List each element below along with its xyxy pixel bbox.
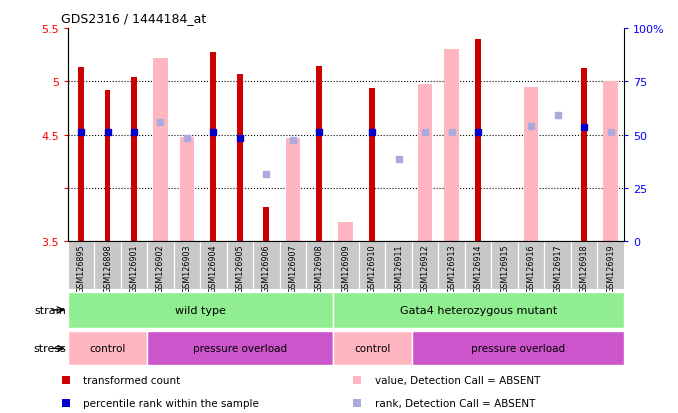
Text: strain: strain	[35, 305, 66, 315]
Text: GSM126919: GSM126919	[606, 244, 615, 292]
Bar	[237, 75, 243, 242]
Bar	[68, 242, 94, 289]
Bar	[338, 223, 353, 242]
Bar	[492, 242, 518, 289]
Bar	[444, 50, 459, 242]
Bar	[147, 242, 174, 289]
Bar	[200, 242, 226, 289]
Bar	[94, 242, 121, 289]
Bar	[226, 242, 253, 289]
Bar	[332, 332, 412, 366]
Text: GSM126910: GSM126910	[367, 244, 377, 292]
Bar	[147, 332, 332, 366]
Text: GSM126902: GSM126902	[156, 244, 165, 292]
Text: wild type: wild type	[175, 305, 226, 315]
Bar	[544, 242, 571, 289]
Text: GSM126904: GSM126904	[209, 244, 218, 292]
Bar	[332, 242, 359, 289]
Point	[208, 130, 219, 136]
Text: stress: stress	[34, 344, 66, 354]
Text: transformed count: transformed count	[83, 375, 180, 385]
Bar	[279, 242, 306, 289]
Bar	[332, 292, 624, 328]
Bar	[306, 242, 332, 289]
Point	[102, 130, 113, 136]
Point	[420, 130, 431, 136]
Text: rank, Detection Call = ABSENT: rank, Detection Call = ABSENT	[375, 398, 536, 408]
Text: GSM126914: GSM126914	[474, 244, 483, 292]
Point	[155, 119, 166, 126]
Bar	[571, 242, 597, 289]
Bar	[386, 242, 412, 289]
Bar	[524, 88, 538, 242]
Bar	[370, 88, 375, 242]
Point	[473, 130, 483, 136]
Bar	[104, 90, 111, 242]
Bar	[581, 69, 587, 242]
Point	[235, 135, 245, 142]
Point	[76, 130, 87, 136]
Bar	[418, 85, 433, 242]
Bar	[180, 138, 194, 242]
Text: GSM126915: GSM126915	[500, 244, 509, 292]
Bar	[465, 242, 492, 289]
Bar	[317, 67, 322, 242]
Bar	[210, 53, 216, 242]
Point	[525, 123, 536, 130]
Bar	[518, 242, 544, 289]
Bar	[121, 242, 147, 289]
Bar	[439, 242, 465, 289]
Text: GSM126916: GSM126916	[527, 244, 536, 292]
Text: GSM126898: GSM126898	[103, 244, 112, 292]
Text: GSM126907: GSM126907	[288, 244, 298, 292]
Text: GSM126917: GSM126917	[553, 244, 562, 292]
Text: percentile rank within the sample: percentile rank within the sample	[83, 398, 259, 408]
Point	[393, 157, 404, 163]
Bar	[475, 40, 481, 242]
Text: GSM126901: GSM126901	[129, 244, 138, 292]
Text: GSM126903: GSM126903	[182, 244, 191, 292]
Bar	[174, 242, 200, 289]
Bar	[412, 332, 624, 366]
Bar	[359, 242, 386, 289]
Text: GSM126912: GSM126912	[421, 244, 430, 292]
Point	[605, 130, 616, 136]
Text: GSM126895: GSM126895	[77, 244, 85, 292]
Point	[129, 130, 140, 136]
Point	[578, 124, 589, 131]
Point	[261, 171, 272, 178]
Bar	[68, 292, 332, 328]
Text: GSM126913: GSM126913	[447, 244, 456, 292]
Text: pressure overload: pressure overload	[193, 344, 287, 354]
Text: GSM126909: GSM126909	[341, 244, 351, 292]
Point	[446, 130, 457, 136]
Bar	[603, 82, 618, 242]
Text: GSM126918: GSM126918	[580, 244, 589, 292]
Bar	[412, 242, 439, 289]
Point	[182, 135, 193, 142]
Bar	[253, 242, 279, 289]
Text: GSM126908: GSM126908	[315, 244, 324, 292]
Bar	[68, 332, 147, 366]
Bar	[285, 138, 300, 242]
Bar	[153, 59, 167, 242]
Point	[552, 113, 563, 119]
Bar	[264, 208, 269, 242]
Text: control: control	[89, 344, 125, 354]
Point	[314, 130, 325, 136]
Bar	[597, 242, 624, 289]
Text: control: control	[354, 344, 391, 354]
Text: GSM126906: GSM126906	[262, 244, 271, 292]
Bar	[78, 68, 84, 242]
Point	[287, 137, 298, 144]
Text: pressure overload: pressure overload	[471, 344, 565, 354]
Point	[367, 130, 378, 136]
Bar	[131, 78, 137, 242]
Text: Gata4 heterozygous mutant: Gata4 heterozygous mutant	[399, 305, 557, 315]
Text: GDS2316 / 1444184_at: GDS2316 / 1444184_at	[61, 12, 206, 25]
Text: value, Detection Call = ABSENT: value, Detection Call = ABSENT	[375, 375, 540, 385]
Text: GSM126911: GSM126911	[394, 244, 403, 292]
Text: GSM126905: GSM126905	[235, 244, 244, 292]
